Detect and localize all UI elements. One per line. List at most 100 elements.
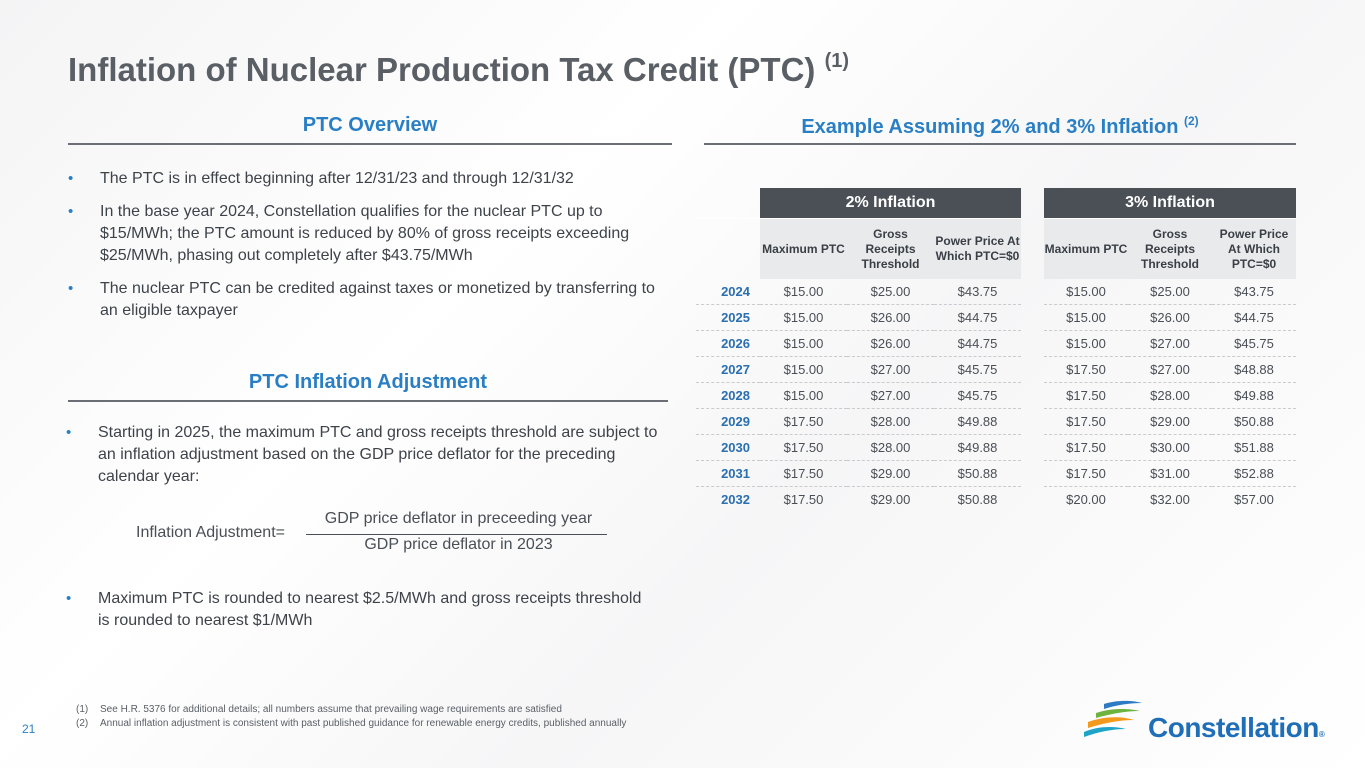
example-heading: Example Assuming 2% and 3% Inflation (2) bbox=[704, 114, 1296, 139]
page-number: 21 bbox=[22, 722, 36, 736]
table-cell: $28.00 bbox=[847, 408, 934, 435]
table-row: $17.50 $31.00 $52.88 bbox=[1044, 460, 1297, 487]
table-cell: $17.50 bbox=[760, 460, 847, 487]
formula-fraction-bar bbox=[306, 534, 607, 535]
table-cell: $17.50 bbox=[760, 434, 847, 461]
table-cell: $48.88 bbox=[1212, 356, 1297, 383]
footnote-text: See H.R. 5376 for additional details; al… bbox=[100, 704, 562, 715]
bullet-dot: • bbox=[68, 170, 74, 187]
adjustment-bullet-list-2: • Maximum PTC is rounded to nearest $2.5/… bbox=[66, 588, 646, 632]
table-cell: $45.75 bbox=[934, 356, 1022, 383]
overview-bullet: • The PTC is in effect beginning after 12… bbox=[68, 168, 658, 190]
year-cell: 2031 bbox=[696, 460, 760, 487]
column-header-gross-receipts: Gross Receipts Threshold bbox=[847, 218, 934, 279]
table-cell: $15.00 bbox=[1044, 279, 1128, 305]
table-cell: $31.00 bbox=[1128, 460, 1212, 487]
year-cell: 2026 bbox=[696, 330, 760, 357]
table-row: 2031 $17.50 $29.00 $50.88 bbox=[696, 460, 1022, 487]
logo-swoosh bbox=[1104, 700, 1142, 709]
table-band-header: 2% Inflation bbox=[760, 188, 1022, 219]
table-cell: $15.00 bbox=[760, 382, 847, 409]
table-row: 2030 $17.50 $28.00 $49.88 bbox=[696, 434, 1022, 461]
table-corner bbox=[696, 188, 760, 219]
table-band-header: 3% Inflation bbox=[1044, 188, 1297, 219]
overview-bullet: • The nuclear PTC can be credited against… bbox=[68, 278, 658, 322]
table-cell: $27.00 bbox=[1128, 330, 1212, 357]
table-cell: $17.50 bbox=[1044, 434, 1128, 461]
table-body: 2024 $15.00 $25.00 $43.75 2025 $15.00 $26.00 $4… bbox=[696, 279, 1022, 513]
table-row: 2026 $15.00 $26.00 $44.75 bbox=[696, 330, 1022, 357]
table-cell: $26.00 bbox=[847, 304, 934, 331]
overview-bullet: • In the base year 2024, Constellation qu… bbox=[68, 201, 658, 267]
table-cell: $44.75 bbox=[934, 304, 1022, 331]
title-footnote-ref: (1) bbox=[824, 50, 850, 72]
table-cell: $43.75 bbox=[1212, 279, 1297, 305]
table-cell: $17.50 bbox=[760, 408, 847, 435]
formula-denominator: GDP price deflator in 2023 bbox=[364, 536, 553, 553]
footnote-number: (1) bbox=[76, 704, 89, 715]
page-title-text: Inflation of Nuclear Production Tax Cred… bbox=[68, 51, 816, 88]
bullet-dot: • bbox=[66, 424, 72, 441]
table-row: 2028 $15.00 $27.00 $45.75 bbox=[696, 382, 1022, 409]
adjustment-bullet: • Maximum PTC is rounded to nearest $2.5/… bbox=[66, 588, 646, 632]
table-body: $15.00 $25.00 $43.75 $15.00 $26.00 $44.75 $15.… bbox=[1044, 279, 1297, 513]
table-cell: $20.00 bbox=[1066, 492, 1106, 507]
column-header-gross-receipts: Gross Receipts Threshold bbox=[1128, 218, 1212, 279]
table-row: $20.00 $32.00 $57.00 bbox=[1044, 487, 1296, 513]
table-cell: $29.00 bbox=[847, 460, 934, 487]
registered-mark: ® bbox=[1318, 730, 1325, 739]
table-cell: $17.50 bbox=[1044, 382, 1128, 409]
table-corner bbox=[696, 218, 760, 279]
overview-divider bbox=[68, 143, 672, 145]
example-heading-text: Example Assuming 2% and 3% Inflation bbox=[801, 116, 1179, 138]
inflation-table-3pct: 3% Inflation Maximum PTC Gross Receipts … bbox=[1044, 188, 1297, 513]
logo-name: Constellation bbox=[1148, 712, 1319, 743]
table-cell: $44.75 bbox=[1212, 304, 1297, 331]
table-row: 2027 $15.00 $27.00 $45.75 bbox=[696, 356, 1022, 383]
table-cell: $30.00 bbox=[1128, 434, 1212, 461]
table-cell: $15.00 bbox=[760, 279, 847, 305]
table-cell: $27.00 bbox=[1128, 356, 1212, 383]
adjustment-bullet-text: Maximum PTC is rounded to nearest $2.5/M… bbox=[98, 590, 642, 629]
year-cell: 2025 bbox=[696, 304, 760, 331]
table-cell: $43.75 bbox=[934, 279, 1022, 305]
table-row: $17.50 $28.00 $49.88 bbox=[1044, 382, 1297, 409]
table-row: $17.50 $29.00 $50.88 bbox=[1044, 408, 1297, 435]
table-cell: $26.00 bbox=[1128, 304, 1212, 331]
overview-heading: PTC Overview bbox=[302, 114, 438, 136]
table-cell: $52.88 bbox=[1212, 460, 1297, 487]
table-cell: $45.75 bbox=[1212, 330, 1297, 357]
table-cell: $25.00 bbox=[847, 279, 934, 305]
year-cell: 2027 bbox=[696, 356, 760, 383]
column-header-power-price: Power Price At Which PTC=$0 bbox=[934, 218, 1022, 279]
year-cell: 2028 bbox=[696, 382, 760, 409]
adjustment-bullet-text: Starting in 2025, the maximum PTC and gr… bbox=[98, 424, 658, 485]
bullet-dot: • bbox=[68, 203, 74, 220]
table-row: 2032 $17.50 $29.00 $50.88 bbox=[696, 487, 1021, 513]
table-cell: $50.88 bbox=[934, 460, 1022, 487]
table-cell: $29.00 bbox=[1128, 408, 1212, 435]
logo-swoosh bbox=[1088, 717, 1134, 728]
table-cell: $49.88 bbox=[934, 408, 1022, 435]
footnote: (2) Annual inflation adjustment is consis… bbox=[76, 717, 626, 731]
table-cell: $15.00 bbox=[760, 356, 847, 383]
column-header-max-ptc: Maximum PTC bbox=[1044, 218, 1128, 279]
table-row: 2029 $17.50 $28.00 $49.88 bbox=[696, 408, 1022, 435]
table-cell: $45.75 bbox=[934, 382, 1022, 409]
constellation-swoosh-icon bbox=[1084, 700, 1142, 737]
table-cell: $28.00 bbox=[847, 434, 934, 461]
column-header-power-price: Power Price At Which PTC=$0 bbox=[1212, 218, 1297, 279]
table-cell: $27.00 bbox=[847, 356, 934, 383]
table-cell: $50.88 bbox=[1212, 408, 1297, 435]
table-row: $15.00 $25.00 $43.75 bbox=[1044, 279, 1297, 305]
table-row: 2025 $15.00 $26.00 $44.75 bbox=[696, 304, 1022, 331]
constellation-logo: Constellation® bbox=[1082, 700, 1342, 748]
logo-swoosh bbox=[1084, 727, 1126, 737]
inflation-table-2pct: 2% Inflation Maximum PTC Gross Receipts … bbox=[696, 188, 1022, 513]
table-cell: $15.00 bbox=[1044, 330, 1128, 357]
footnote-number: (2) bbox=[76, 718, 89, 729]
adjustment-heading: PTC Inflation Adjustment bbox=[248, 371, 488, 393]
page-title: Inflation of Nuclear Production Tax Cred… bbox=[68, 50, 849, 89]
inflation-formula: Inflation Adjustment= GDP price deflator… bbox=[136, 510, 616, 558]
table-row: $17.50 $30.00 $51.88 bbox=[1044, 434, 1297, 461]
